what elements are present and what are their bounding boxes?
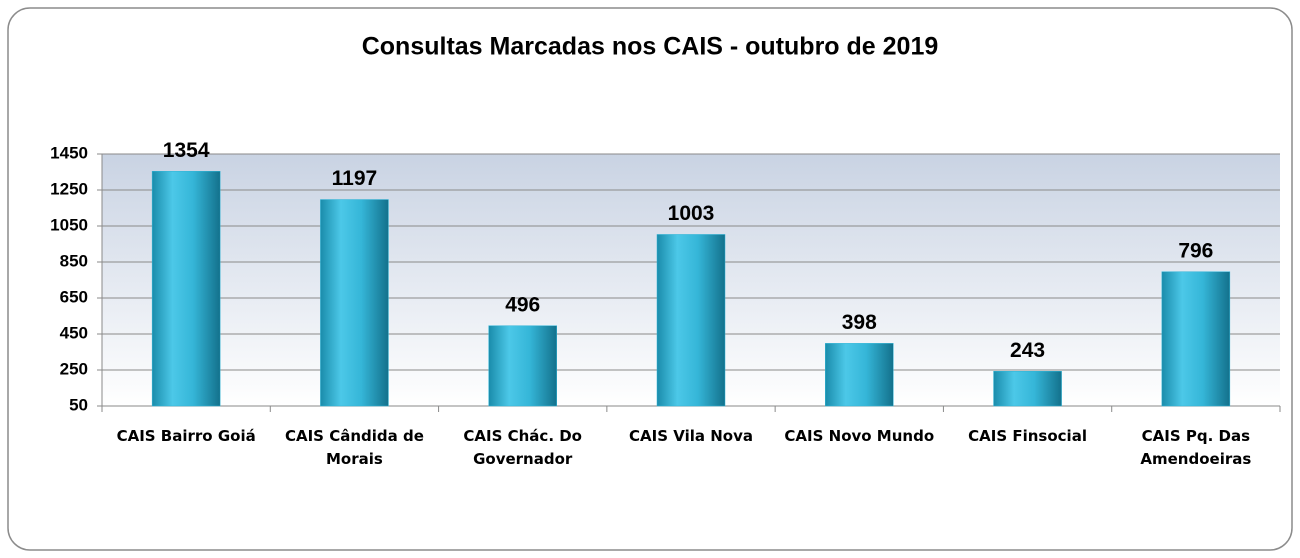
bar	[1161, 271, 1231, 407]
y-tick-label: 1450	[50, 143, 88, 162]
y-tick-label: 1050	[50, 215, 88, 234]
bar	[825, 343, 894, 407]
bar	[656, 234, 726, 407]
chart-title: Consultas Marcadas nos CAIS - outubro de…	[362, 33, 939, 61]
y-tick-label: 450	[60, 323, 88, 342]
data-label: 243	[1010, 339, 1045, 362]
y-tick-label: 850	[60, 251, 88, 270]
x-tick-label: CAIS Cândida de Morais	[284, 427, 424, 468]
y-tick-label: 650	[60, 287, 88, 306]
y-tick-label: 250	[60, 359, 88, 378]
data-label: 796	[1178, 239, 1213, 262]
x-tick-label: CAIS Finsocial	[968, 427, 1087, 445]
x-tick-label: CAIS Bairro Goiá	[116, 427, 256, 445]
x-tick-label: CAIS Chác. Do Governador	[463, 427, 582, 468]
bar	[151, 171, 221, 407]
x-tick-label: CAIS Vila Nova	[629, 427, 753, 445]
data-label: 496	[505, 293, 540, 316]
data-label: 398	[842, 311, 877, 334]
bar	[488, 325, 557, 407]
y-tick-label: 50	[69, 395, 88, 414]
y-tick-label: 1250	[50, 179, 88, 198]
data-label: 1003	[668, 202, 715, 225]
x-tick-label: CAIS Novo Mundo	[784, 427, 935, 445]
x-tick-label: CAIS Pq. Das Amendoeiras	[1140, 427, 1252, 468]
bar	[993, 371, 1062, 407]
data-label: 1197	[332, 167, 378, 190]
data-label: 1354	[163, 139, 210, 162]
bar	[320, 199, 389, 407]
